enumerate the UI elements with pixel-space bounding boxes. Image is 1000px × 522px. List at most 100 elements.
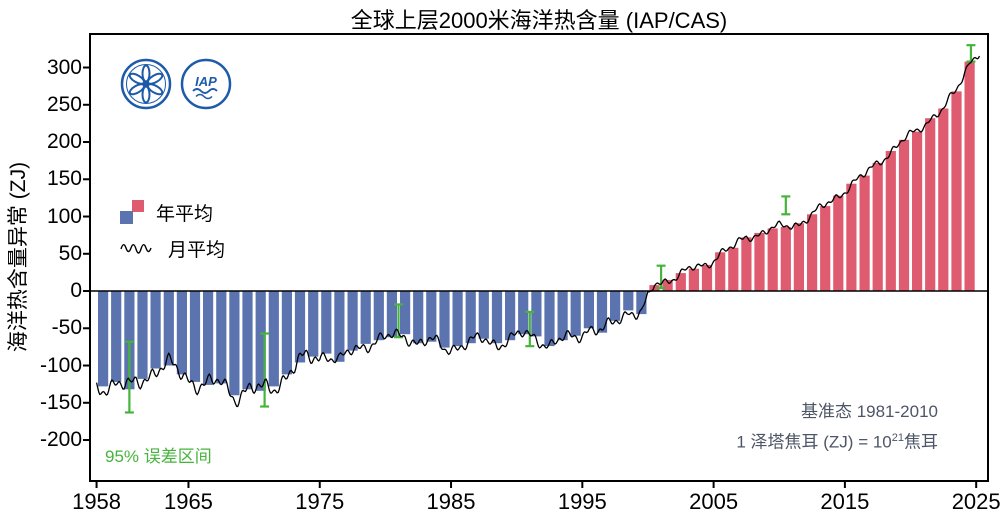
legend-item-monthly: 月平均 xyxy=(120,230,225,266)
legend-annual-swatch-positive xyxy=(132,200,144,212)
annual-bar xyxy=(715,252,726,291)
annual-bar xyxy=(688,268,699,291)
annual-bar xyxy=(872,162,883,291)
annual-bar xyxy=(255,291,266,391)
annual-bar xyxy=(268,291,279,387)
unit-note-exponent: 21 xyxy=(891,432,904,444)
annual-bar xyxy=(701,264,713,291)
annual-bar xyxy=(912,131,923,291)
y-tick-label: 100 xyxy=(46,204,82,228)
y-tick-label: 250 xyxy=(46,92,82,116)
annual-bar xyxy=(426,291,437,342)
annual-bar xyxy=(859,175,870,292)
y-tick-label: 0 xyxy=(70,279,82,303)
baseline-unit-notes: 基准态 1981-2010 1 泽塔焦耳 (ZJ) = 1021焦耳 xyxy=(736,398,938,456)
annual-bar xyxy=(741,237,752,291)
annual-bar xyxy=(583,291,594,329)
annual-bar xyxy=(150,291,161,369)
annual-bars-icon xyxy=(120,200,144,224)
error-note: 95% 误差区间 xyxy=(105,447,212,466)
annual-bar xyxy=(360,291,371,344)
annual-bar xyxy=(649,285,660,292)
iap-logo: IAP xyxy=(180,58,232,110)
iap-logo-text: IAP xyxy=(195,74,217,89)
annual-bar xyxy=(334,291,345,362)
x-tick-label: 1958 xyxy=(72,489,122,514)
annual-bar xyxy=(308,291,319,357)
annual-bar xyxy=(229,291,240,396)
annual-bar xyxy=(833,195,844,292)
plot-frame xyxy=(89,33,989,482)
y-tick-label: 300 xyxy=(46,55,82,79)
annual-bar xyxy=(780,227,791,292)
annual-bar xyxy=(189,291,201,382)
unit-note: 1 泽塔焦耳 (ZJ) = 1021焦耳 xyxy=(736,425,938,456)
unit-note-suffix: 焦耳 xyxy=(904,432,938,452)
annual-bar xyxy=(793,223,804,291)
y-tick-label: -200 xyxy=(39,428,82,452)
annual-bar xyxy=(163,291,174,366)
annual-bar xyxy=(321,291,332,354)
annual-bar xyxy=(413,291,424,344)
annual-bar xyxy=(137,291,148,379)
annual-bar xyxy=(925,118,936,291)
annual-bar xyxy=(610,291,621,321)
y-tick-label: -150 xyxy=(39,390,82,414)
annual-bar xyxy=(478,291,489,339)
unit-note-prefix: 1 泽塔焦耳 (ZJ) = 10 xyxy=(736,432,892,452)
x-tick-label: 1965 xyxy=(163,489,213,514)
annual-bar xyxy=(938,108,949,291)
y-tick-label: -50 xyxy=(51,316,82,340)
annual-bar xyxy=(636,291,647,315)
x-tick-label: 2015 xyxy=(820,489,870,514)
annual-bar xyxy=(465,291,476,344)
x-tick-label: 2025 xyxy=(951,489,1000,514)
monthly-line-icon xyxy=(120,244,152,254)
annual-bar xyxy=(675,273,686,291)
annual-bar xyxy=(964,61,975,292)
y-tick-label: -100 xyxy=(39,353,82,377)
annual-bar xyxy=(281,291,292,375)
x-tick-label: 1975 xyxy=(295,489,345,514)
annual-bar xyxy=(176,291,187,375)
annual-bar xyxy=(98,291,109,387)
annual-bar xyxy=(662,279,673,292)
annual-bar xyxy=(767,228,778,291)
annual-bar xyxy=(400,291,411,335)
baseline-note: 基准态 1981-2010 xyxy=(800,402,938,421)
legend-annual-swatch-negative xyxy=(120,211,133,224)
x-tick-label: 1985 xyxy=(426,489,476,514)
annual-bar xyxy=(557,291,568,341)
legend-annual-label: 年平均 xyxy=(156,203,214,225)
y-tick-label: 200 xyxy=(46,130,82,154)
x-tick-label: 1995 xyxy=(557,489,607,514)
annual-bar xyxy=(347,291,358,351)
annual-bar xyxy=(216,291,227,384)
annual-bar xyxy=(544,291,555,347)
cas-logo xyxy=(120,58,172,110)
annual-bar xyxy=(570,291,581,336)
annual-bar xyxy=(452,291,463,347)
annual-bar xyxy=(111,291,122,382)
legend-item-annual: 年平均 xyxy=(120,194,225,230)
annual-bar xyxy=(885,151,896,292)
x-tick-label: 2005 xyxy=(689,489,739,514)
annual-bar xyxy=(898,139,910,291)
annual-bar xyxy=(439,291,450,348)
legend-monthly-label: 月平均 xyxy=(168,239,226,261)
annual-bar xyxy=(242,291,253,390)
annual-bar xyxy=(820,206,831,291)
annual-bar xyxy=(386,291,397,338)
annual-bar xyxy=(203,291,214,385)
annual-bar xyxy=(491,291,503,344)
annual-bar xyxy=(596,291,608,333)
monthly-line xyxy=(95,55,981,408)
annual-bar xyxy=(373,291,384,341)
chart-title: 全球上层2000米海洋热含量 (IAP/CAS) xyxy=(350,8,728,33)
annual-bar xyxy=(531,291,542,337)
annual-bar xyxy=(807,214,818,291)
annual-bar xyxy=(754,232,765,291)
annual-bar xyxy=(294,291,306,363)
